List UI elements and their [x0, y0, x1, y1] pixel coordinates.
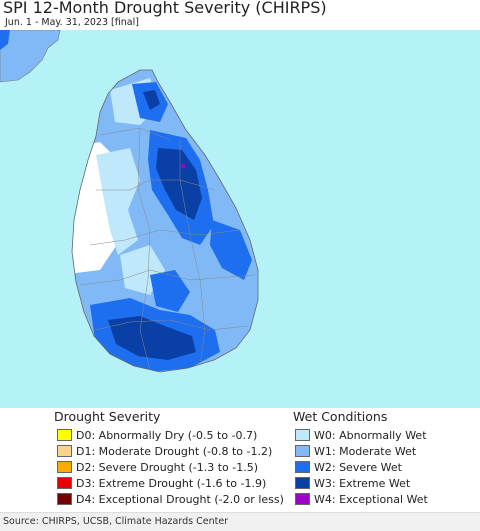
legend-label-d4: D4: Exceptional Drought (-2.0 or less) [76, 493, 284, 506]
wet-legend-title: Wet Conditions [293, 409, 388, 424]
swatch-w3 [295, 477, 310, 489]
swatch-w4 [295, 493, 310, 505]
legend-label-d3: D3: Extreme Drought (-1.6 to -1.9) [76, 477, 267, 490]
legend-label-w2: W2: Severe Wet [314, 461, 402, 474]
swatch-w0 [295, 429, 310, 441]
island-outline [71, 69, 259, 373]
swatch-w1 [295, 445, 310, 457]
india-coast [0, 30, 61, 83]
legend-label-d0: D0: Abnormally Dry (-0.5 to -0.7) [76, 429, 258, 442]
exceptional-wet-spot [181, 164, 185, 168]
swatch-d0 [57, 429, 72, 441]
india-coast-detail [0, 30, 10, 50]
swatch-d4 [57, 493, 72, 505]
source-bar: Source: CHIRPS, UCSB, Climate Hazards Ce… [0, 512, 480, 531]
sri-lanka-map [0, 30, 480, 408]
swatch-d1 [57, 445, 72, 457]
drought-legend-title: Drought Severity [54, 409, 161, 424]
legend-label-w1: W1: Moderate Wet [314, 445, 417, 458]
swatch-d3 [57, 477, 72, 489]
swatch-d2 [57, 461, 72, 473]
legend-label-d2: D2: Severe Drought (-1.3 to -1.5) [76, 461, 259, 474]
legend-label-w0: W0: Abnormally Wet [314, 429, 427, 442]
source-text: Source: CHIRPS, UCSB, Climate Hazards Ce… [3, 516, 229, 527]
map-title: SPI 12-Month Drought Severity (CHIRPS) [3, 0, 327, 17]
swatch-w2 [295, 461, 310, 473]
legend-label-w4: W4: Exceptional Wet [314, 493, 428, 506]
district-boundaries [79, 127, 256, 371]
map-subtitle: Jun. 1 - May. 31, 2023 [final] [5, 17, 139, 28]
legend-label-d1: D1: Moderate Drought (-0.8 to -1.2) [76, 445, 273, 458]
legend-label-w3: W3: Extreme Wet [314, 477, 411, 490]
